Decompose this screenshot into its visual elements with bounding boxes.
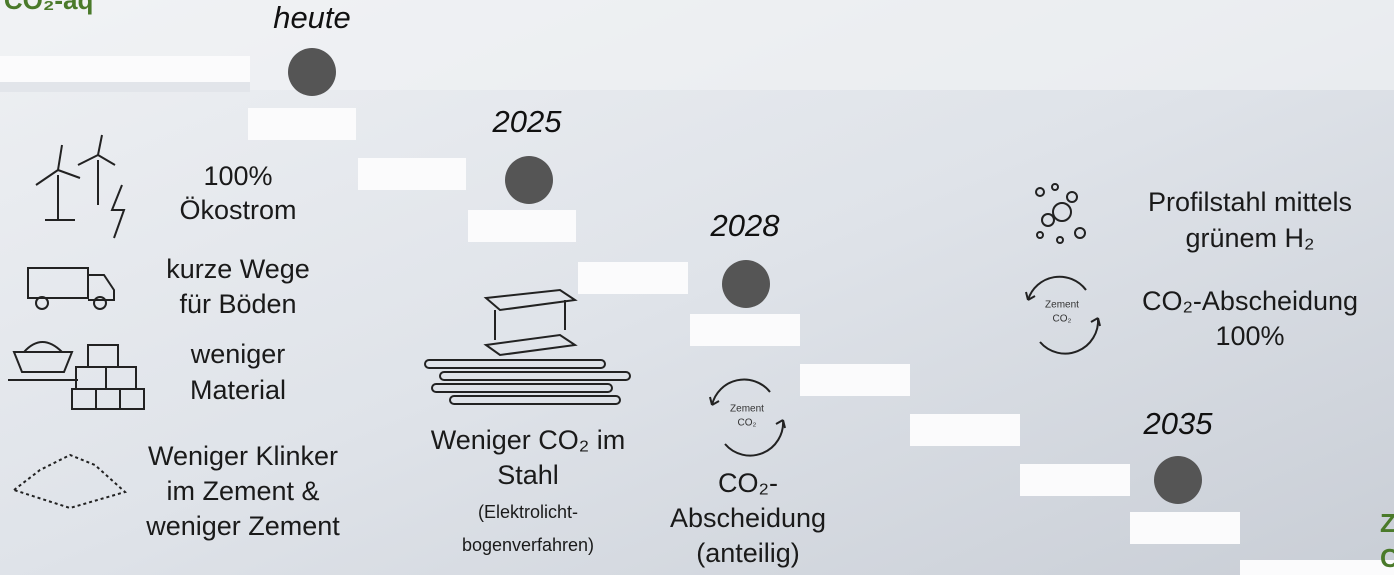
measure-text: grünem H₂: [1185, 223, 1314, 253]
icon-text: CO₂: [1053, 314, 1072, 325]
icon-text: Zement: [1045, 300, 1079, 311]
measure-text: weniger: [190, 339, 286, 369]
cut-text: Z: [1380, 508, 1394, 538]
measure-text: kurze Wege: [166, 254, 310, 284]
milestone-label: 2028: [710, 208, 781, 243]
measure-text: weniger Zement: [145, 511, 340, 541]
measure-text: Weniger Klinker: [148, 441, 338, 471]
measure-text: für Böden: [179, 289, 296, 319]
measure-text: 100%: [1215, 321, 1284, 351]
measure-text: Ökostrom: [179, 195, 296, 225]
measure-text: Stahl: [497, 460, 559, 490]
stairs: [0, 56, 1394, 575]
measure-text: 100%: [203, 161, 272, 191]
milestone-label: 2025: [492, 104, 563, 139]
wall: [0, 0, 1394, 90]
unit-label: t CO₂-äq: [0, 0, 93, 15]
milestone-label: 2035: [1143, 406, 1214, 441]
measure-text: im Zement &: [166, 476, 319, 506]
measure-text: CO₂-: [718, 468, 778, 498]
measure-note: (Elektrolicht-: [478, 502, 578, 522]
measure-text: (anteilig): [696, 538, 800, 568]
icon-text: Zement: [730, 404, 764, 415]
cut-text: C: [1380, 543, 1394, 573]
measure-text: Abscheidung: [670, 503, 826, 533]
measure-text: Weniger CO₂ im: [431, 425, 626, 455]
milestone-dots: [288, 48, 1202, 504]
milestone-label: heute: [273, 0, 351, 35]
icon-text: CO₂: [738, 418, 757, 429]
measure-text: CO₂-Abscheidung: [1142, 286, 1358, 316]
measure-note: bogenverfahren): [462, 535, 594, 555]
icons: [8, 134, 1101, 510]
measure-text: Profilstahl mittels: [1148, 187, 1352, 217]
measure-text: Material: [190, 375, 286, 405]
